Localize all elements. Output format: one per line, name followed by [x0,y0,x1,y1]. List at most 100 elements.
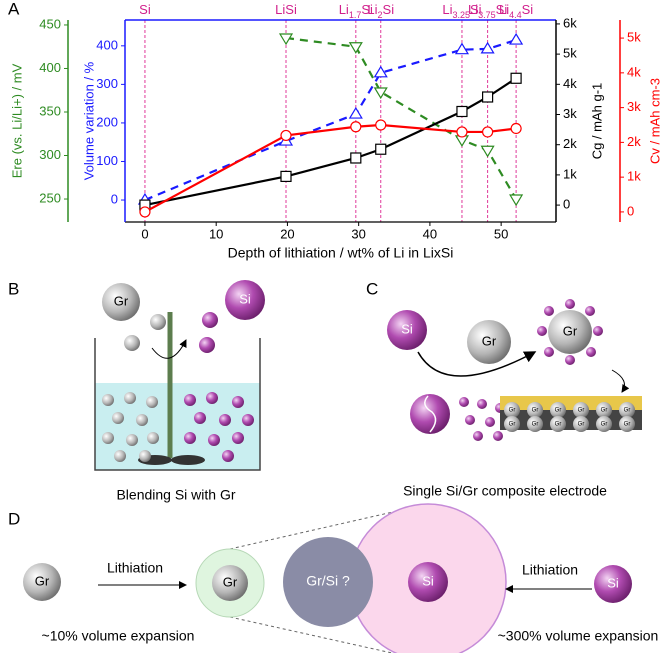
panel-label: A [8,0,20,18]
particle-label: Gr/Si ? [306,573,350,589]
y-tick-label: 3k [563,106,577,121]
y-tick-label: 250 [39,190,61,205]
arrow-label: Lithiation [107,560,163,576]
y-tick-label: 5k [563,46,577,61]
y-tick-label: 5k [627,30,641,45]
phase-label: Si [139,2,151,17]
marker [350,152,362,164]
particle-label: Gr [563,323,578,338]
y-tick-label: 1k [627,169,641,184]
y-tick-label: 4k [563,76,577,91]
y-tick-label: 100 [96,153,118,168]
marker [350,121,362,133]
particle-label: Si [401,321,413,336]
caption: ~300% volume expansion [498,628,659,644]
y-tick-label: 450 [39,16,61,31]
y-tick-label: 1k [563,166,577,181]
y-tick-label: 2k [563,136,577,151]
electrode-label: Gr [578,408,585,414]
electrode-label: Gr [555,422,562,428]
marker [373,65,388,78]
electrode-label: Gr [624,408,631,414]
marker [348,106,363,119]
marker [509,32,524,45]
electrode-label: Gr [601,422,608,428]
x-tick-label: 10 [209,226,223,241]
panel-label: C [366,279,378,298]
phase-label: LiSi [275,2,297,17]
particle-label: Gr [223,574,238,589]
y-axis-title: Cg / mAh g-1 [589,83,604,160]
x-tick-label: 30 [351,226,365,241]
marker [509,194,524,207]
y-tick-label: 400 [96,37,118,52]
marker [482,91,494,103]
marker [278,33,294,46]
electrode-label: Gr [624,422,631,428]
y-tick-label: 200 [96,114,118,129]
marker [510,122,522,135]
y-tick-label: 400 [39,60,61,75]
caption: ~10% volume expansion [42,628,195,644]
x-tick-label: 50 [494,226,508,241]
y-tick-label: 2k [627,134,641,149]
y-tick-label: 0 [563,197,570,212]
phase-label: Li1.7Si [339,2,373,20]
panel-label: D [8,509,20,528]
marker [280,129,292,142]
marker [454,42,470,55]
marker [139,206,151,218]
x-tick-label: 0 [141,226,148,241]
x-axis-title: Depth of lithiation / wt% of Li in LixSi [228,245,454,261]
marker [482,126,494,138]
marker [373,87,388,100]
y-axis-title: Ere (vs. Li/Li+) / mV [9,63,24,178]
electrode-label: Gr [532,408,539,414]
marker [375,119,387,131]
particle-label: Gr [482,333,497,348]
marker [480,145,495,158]
y-axis-title: Cv / mAh cm-3 [647,78,662,164]
electrode-label: Gr [532,422,539,428]
caption: Single Si/Gr composite electrode [403,483,607,499]
marker [348,42,363,54]
electrode-label: Gr [509,422,516,428]
arrow-label: Lithiation [522,562,578,578]
caption: Blending Si with Gr [116,487,235,503]
series-line [285,36,518,200]
y-tick-label: 3k [627,99,641,114]
panel-b: Gr Si Blending Si with Gr [94,280,265,503]
y-tick-label: 6k [563,15,577,30]
y-tick-label: 300 [39,147,61,162]
y-tick-label: 0 [627,203,634,218]
y-tick-label: 0 [111,191,118,206]
panel-c: Si Gr Gr Gr Gr Gr Gr Gr Gr Gr Gr Gr Gr Gr Gr Single… [387,299,642,499]
particle-label: Si [239,291,251,306]
phase-label: Li4.4Si [499,2,533,20]
phase-label: Li3.75Si [468,2,507,20]
particle-label: Gr [35,573,50,588]
x-tick-label: 20 [280,226,294,241]
particle-label: Si [422,573,434,588]
phase-label: Li3.25Si [442,2,481,20]
series-line [144,38,517,202]
electrode-label: Gr [555,408,562,414]
phase-label: Li2Si [367,2,394,20]
y-tick-label: 4k [627,64,641,79]
marker [456,126,468,138]
marker [375,143,387,155]
marker [280,170,292,183]
electrode-label: Gr [601,408,608,414]
y-tick-label: 350 [39,103,61,118]
panel-d: Gr Lithiation Gr Gr/Si ? Si Lithiation S… [23,503,659,653]
y-axis-title: Volume variation / % [81,61,96,180]
marker [510,72,522,84]
electrode-label: Gr [509,408,516,414]
marker [456,105,468,118]
y-tick-label: 300 [96,76,118,91]
marker [480,41,495,54]
panel-label: B [8,279,19,298]
particle-label: Gr [114,293,129,308]
